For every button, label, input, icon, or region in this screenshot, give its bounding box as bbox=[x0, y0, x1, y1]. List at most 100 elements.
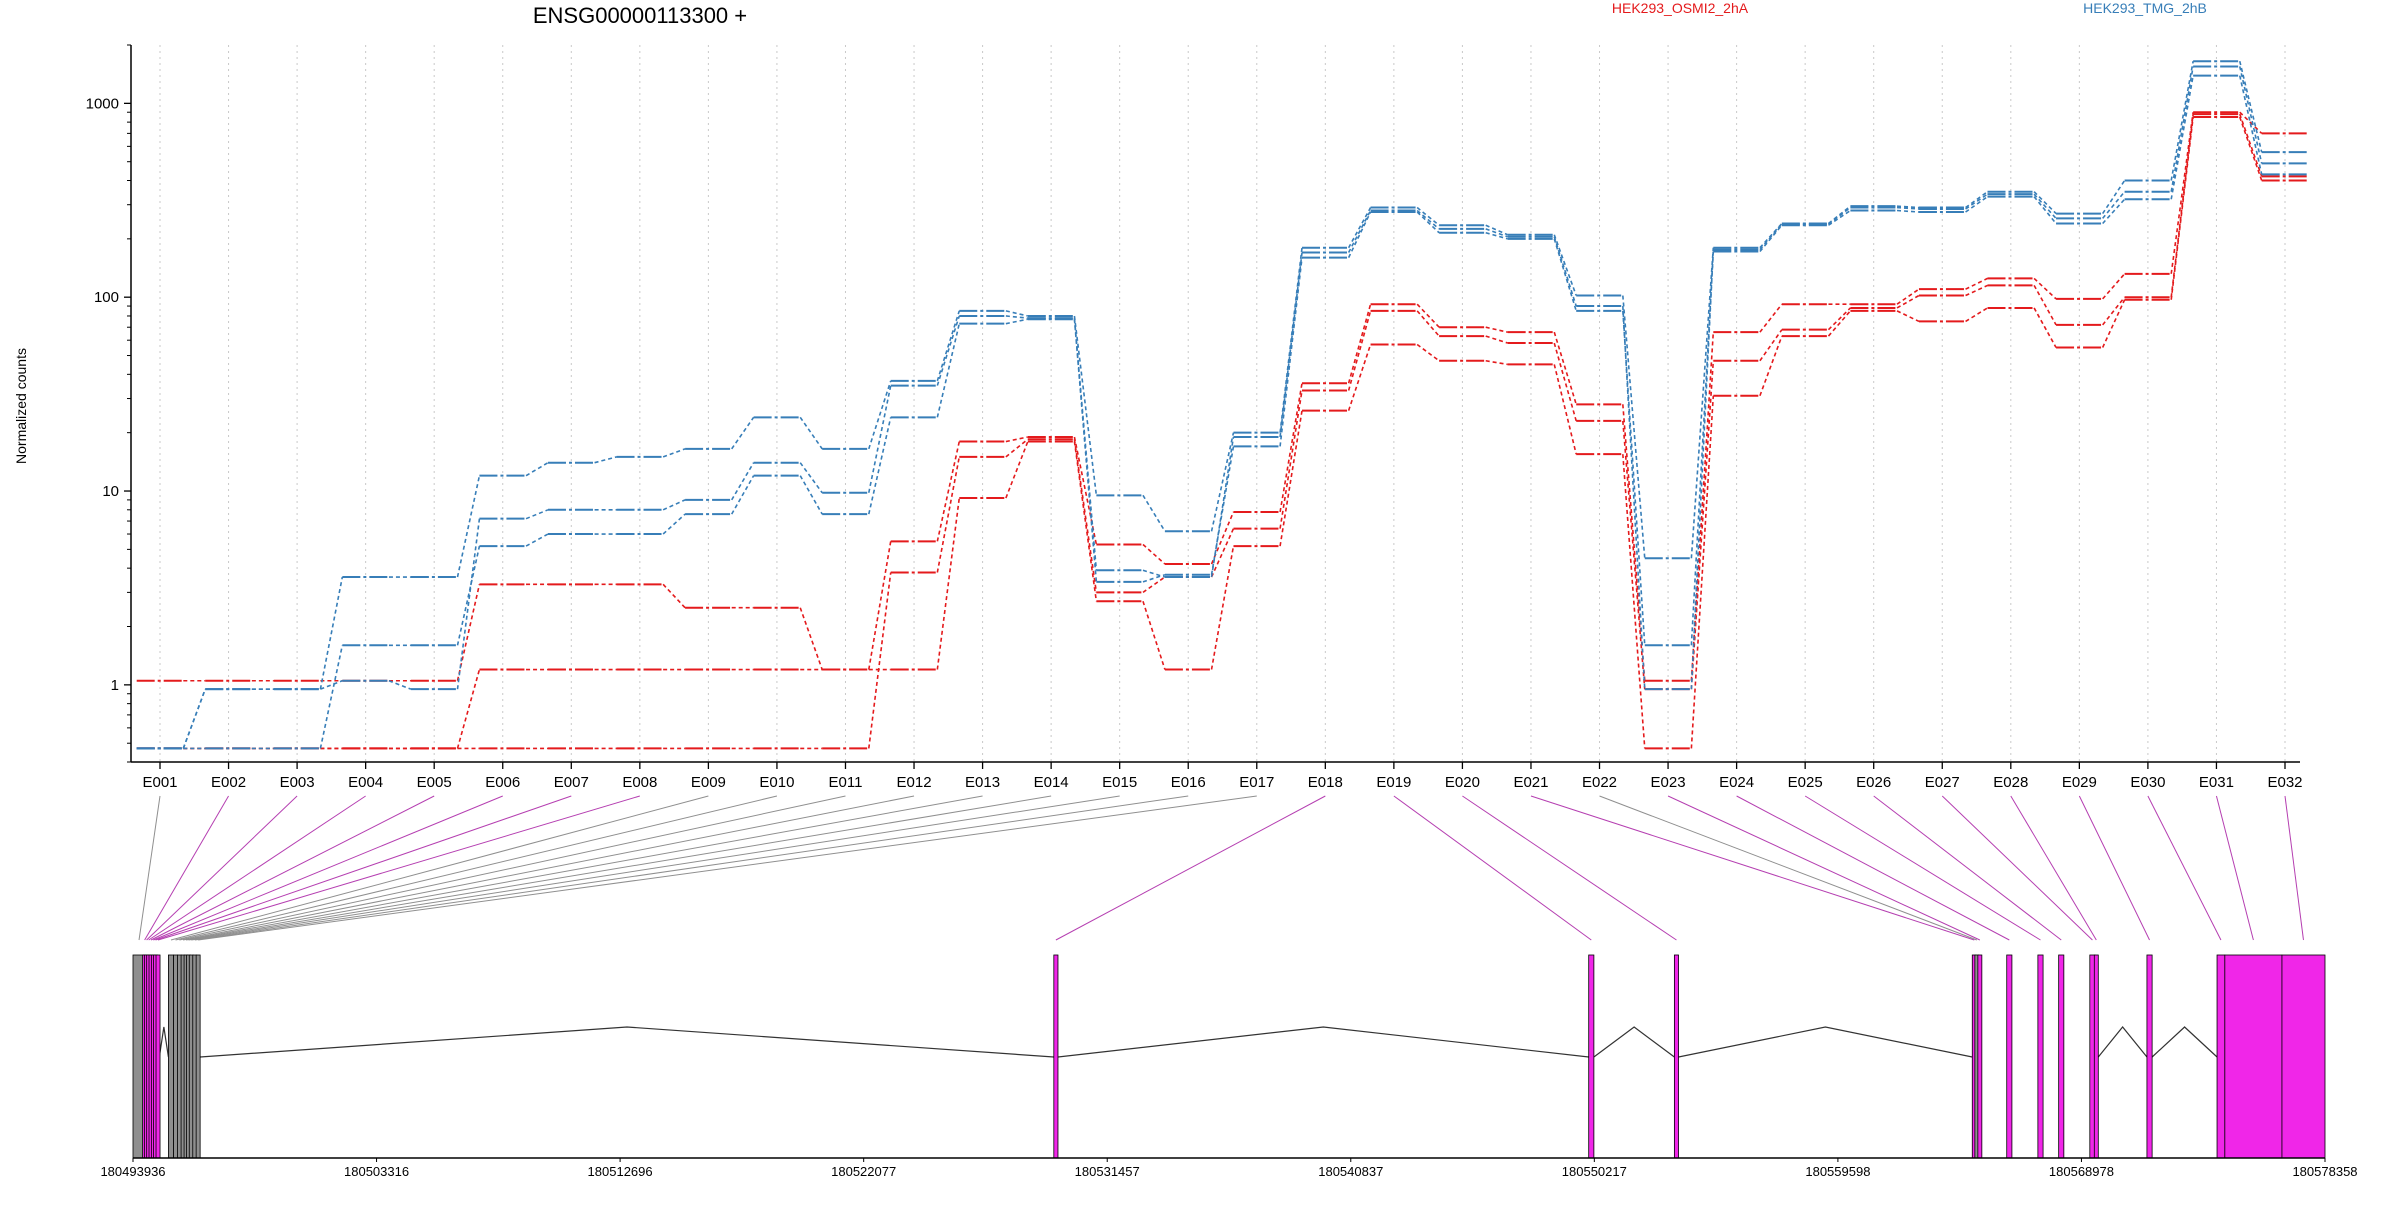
exon-e008 bbox=[155, 954, 161, 1159]
exon-e029 bbox=[2146, 954, 2153, 1159]
series-connector bbox=[1965, 193, 1988, 210]
y-tick-label: 10 bbox=[102, 483, 119, 500]
exon-e010 bbox=[173, 954, 178, 1159]
bin-connector-e028 bbox=[2010, 795, 2097, 941]
series-connector bbox=[2170, 114, 2194, 298]
series-connector bbox=[1827, 206, 1851, 225]
series-connector bbox=[799, 475, 823, 515]
series-connector bbox=[1210, 528, 1235, 578]
series-connector bbox=[456, 518, 481, 690]
series-connector bbox=[1073, 315, 1098, 496]
y-axis-label: Normalized counts bbox=[13, 348, 29, 464]
series-connector bbox=[1416, 206, 1440, 226]
x-tick-label-e024: E024 bbox=[1719, 774, 1754, 791]
exon-e020 bbox=[1673, 954, 1679, 1159]
series-connector bbox=[731, 416, 755, 450]
bin-connector-e001 bbox=[138, 795, 161, 941]
bin-connector-e007 bbox=[155, 795, 572, 941]
intron-line bbox=[1678, 1026, 1973, 1058]
series-connector bbox=[2033, 277, 2057, 300]
series-connector bbox=[1759, 303, 1783, 333]
series-connector bbox=[1416, 211, 1440, 234]
x-tick-label-e030: E030 bbox=[2130, 774, 2165, 791]
series-1 bbox=[136, 111, 2309, 682]
series-connector bbox=[936, 441, 961, 542]
series-connector bbox=[1896, 294, 1920, 309]
series-connector bbox=[1210, 436, 1235, 578]
bin-connector-e005 bbox=[150, 795, 435, 941]
series-connector bbox=[1347, 303, 1372, 384]
bin-connector-e003 bbox=[146, 795, 298, 941]
series-connector bbox=[1553, 364, 1577, 455]
x-tick-label-e010: E010 bbox=[759, 774, 794, 791]
x-tick-label-e011: E011 bbox=[829, 774, 863, 791]
x-tick-label-e021: E021 bbox=[1513, 774, 1548, 791]
series-connector bbox=[1827, 205, 1851, 225]
exon-e009 bbox=[168, 954, 175, 1159]
x-tick-label-e031: E031 bbox=[2199, 774, 2234, 791]
intron-line bbox=[1057, 1026, 1589, 1058]
bin-connector-e024 bbox=[1736, 795, 2010, 941]
series-connector bbox=[456, 545, 481, 646]
series-connector bbox=[1622, 295, 1646, 559]
series-connector bbox=[1416, 303, 1440, 328]
series-5 bbox=[136, 74, 2309, 750]
x-tick-label-e019: E019 bbox=[1376, 774, 1411, 791]
genome-tick-label: 180531457 bbox=[1075, 1164, 1140, 1179]
series-connector bbox=[1347, 310, 1372, 391]
x-tick-label-e001: E001 bbox=[142, 774, 177, 791]
series-connector bbox=[1485, 359, 1508, 366]
x-tick-label-e007: E007 bbox=[554, 774, 589, 791]
genome-tick-label: 180578358 bbox=[2292, 1164, 2357, 1179]
series-connector bbox=[936, 315, 961, 386]
x-tick-label-e002: E002 bbox=[211, 774, 246, 791]
exon-e017 bbox=[195, 954, 201, 1159]
series-connector bbox=[1965, 196, 1988, 213]
series-connector bbox=[1622, 306, 1646, 690]
series-connector bbox=[1347, 207, 1372, 249]
series-connector bbox=[868, 385, 892, 493]
bin-connector-e021 bbox=[1530, 795, 1975, 941]
y-tick-label: 100 bbox=[94, 289, 119, 306]
intron-line bbox=[200, 1026, 1054, 1058]
bin-connector-e014 bbox=[188, 795, 1052, 941]
series-connector bbox=[1759, 224, 1783, 253]
series-connector bbox=[2170, 112, 2194, 274]
bin-connector-e022 bbox=[1599, 795, 1978, 941]
x-tick-label-e027: E027 bbox=[1925, 774, 1960, 791]
series-connector bbox=[1210, 432, 1235, 532]
series-connector bbox=[1279, 257, 1303, 447]
exon-e023 bbox=[1977, 954, 1983, 1159]
series-connector bbox=[1005, 310, 1029, 317]
intron-line bbox=[2151, 1026, 2218, 1058]
series-connector bbox=[1553, 342, 1577, 422]
bin-connector-e027 bbox=[1941, 795, 2093, 941]
series-connector bbox=[1690, 395, 1715, 749]
x-tick-label-e008: E008 bbox=[622, 774, 657, 791]
x-tick-label-e005: E005 bbox=[417, 774, 452, 791]
series-connector bbox=[1553, 331, 1577, 405]
series-connector bbox=[2101, 180, 2126, 215]
series-connector bbox=[1142, 576, 1166, 594]
series-connector bbox=[799, 416, 823, 450]
series-connector bbox=[1485, 224, 1508, 236]
bin-connector-e020 bbox=[1462, 795, 1677, 941]
series-connector bbox=[1828, 209, 1851, 226]
series-connector bbox=[799, 607, 823, 670]
series-connector bbox=[936, 310, 961, 382]
x-tick-label-e017: E017 bbox=[1239, 774, 1274, 791]
series-2 bbox=[136, 116, 2309, 750]
bin-connector-e030 bbox=[2147, 795, 2222, 941]
series-connector bbox=[2238, 66, 2263, 164]
x-tick-label-e009: E009 bbox=[691, 774, 726, 791]
series-connector bbox=[867, 572, 892, 749]
genome-tick-label: 180559598 bbox=[1805, 1164, 1870, 1179]
x-tick-label-e025: E025 bbox=[1788, 774, 1823, 791]
series-connector bbox=[662, 499, 686, 511]
x-tick-label-e023: E023 bbox=[1651, 774, 1686, 791]
series-connector bbox=[1073, 441, 1098, 602]
x-tick-label-e004: E004 bbox=[348, 774, 383, 791]
series-connector bbox=[2239, 111, 2263, 134]
series-connector bbox=[1827, 310, 1852, 337]
